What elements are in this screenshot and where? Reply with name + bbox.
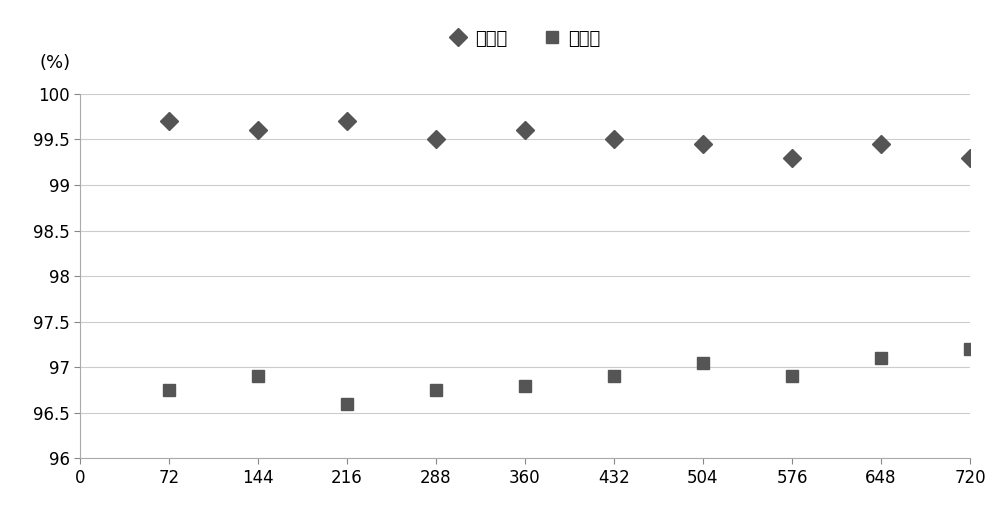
转化率 <box>608 136 620 142</box>
选择性 <box>341 401 353 407</box>
转化率 <box>163 118 175 124</box>
转化率 <box>430 136 442 142</box>
转化率 <box>786 154 798 160</box>
选择性 <box>163 387 175 393</box>
选择性 <box>252 373 264 379</box>
选择性 <box>519 382 531 389</box>
Line: 选择性: 选择性 <box>163 343 976 410</box>
转化率 <box>697 141 709 147</box>
选择性 <box>964 346 976 352</box>
转化率 <box>341 118 353 124</box>
选择性 <box>430 387 442 393</box>
转化率 <box>519 127 531 133</box>
转化率 <box>252 127 264 133</box>
选择性 <box>875 355 887 362</box>
转化率 <box>964 154 976 160</box>
选择性 <box>697 359 709 366</box>
转化率 <box>875 141 887 147</box>
选择性 <box>608 373 620 379</box>
Text: (%): (%) <box>40 54 71 72</box>
选择性 <box>786 373 798 379</box>
Line: 转化率: 转化率 <box>163 115 976 164</box>
Legend: 转化率, 选择性: 转化率, 选择性 <box>442 22 608 55</box>
